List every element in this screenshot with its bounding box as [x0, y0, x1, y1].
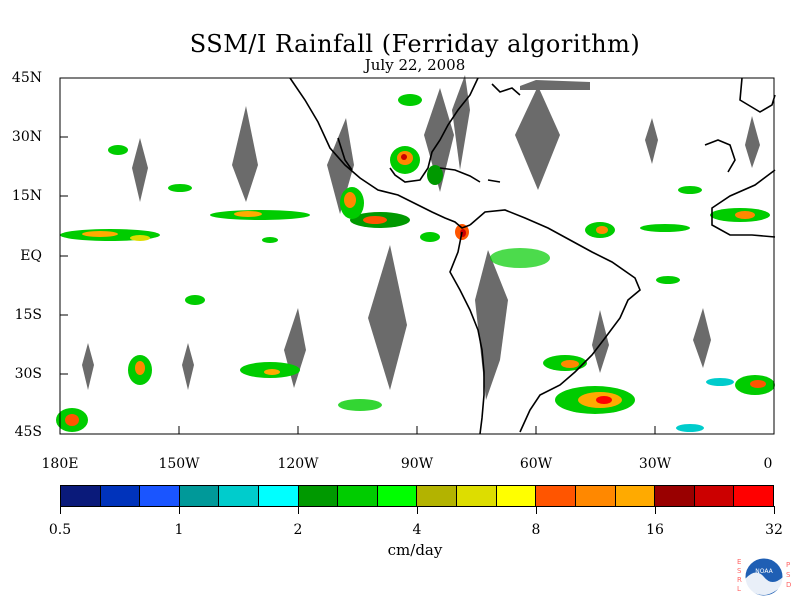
cuba	[439, 167, 481, 183]
colorbar-tick	[417, 506, 418, 514]
colorbar-swatch	[734, 486, 773, 506]
great-lakes	[491, 83, 521, 96]
south-america-coast-west	[449, 231, 485, 435]
lat-label: 15S	[14, 307, 42, 323]
swath	[182, 343, 194, 390]
map-date: July 22, 2008	[364, 56, 466, 74]
colorbar-tick	[774, 506, 775, 514]
swath	[745, 116, 760, 168]
rainfall-map	[56, 75, 776, 435]
axis-ticks	[60, 77, 656, 435]
colorbar-swatch	[338, 486, 378, 506]
svg-text:R: R	[737, 576, 742, 584]
svg-text:L: L	[737, 585, 741, 593]
colorbar	[60, 485, 774, 507]
colorbar-swatch	[457, 486, 497, 506]
colorbar-tick	[60, 506, 61, 514]
swath	[520, 80, 590, 90]
europe-coast	[739, 77, 776, 113]
colorbar-swatch	[655, 486, 695, 506]
swath	[515, 86, 560, 190]
lon-label: 180E	[41, 456, 79, 472]
colorbar-swatch	[61, 486, 101, 506]
swath	[452, 75, 470, 170]
swath	[693, 308, 711, 368]
rain-patches	[56, 94, 775, 432]
swath	[132, 138, 148, 202]
colorbar-swatch	[575, 486, 616, 506]
north-america-coast	[289, 77, 471, 229]
colorbar-swatch	[615, 486, 656, 506]
colorbar-label: 4	[412, 522, 422, 538]
colorbar-label: 1	[174, 522, 184, 538]
coastlines	[289, 77, 776, 435]
colorbar-tick	[536, 506, 537, 514]
swath	[645, 118, 658, 164]
colorbar-label: 8	[531, 522, 541, 538]
lon-label: 90W	[400, 456, 434, 472]
colorbar-swatch	[219, 486, 260, 506]
colorbar-swatch	[694, 486, 735, 506]
north-america-coast-east	[389, 77, 479, 183]
colorbar-label: 32	[765, 522, 783, 538]
lat-label: 30S	[14, 366, 42, 382]
lon-label: 150W	[158, 456, 200, 472]
lat-label: 15N	[11, 188, 42, 204]
svg-text:S: S	[737, 567, 742, 575]
svg-text:D: D	[786, 581, 791, 589]
lat-label: EQ	[20, 248, 42, 264]
colorbar-tick	[298, 506, 299, 514]
colorbar-swatch	[496, 486, 537, 506]
colorbar-label: 0.5	[48, 522, 72, 538]
swath	[475, 250, 508, 400]
swath	[232, 106, 258, 202]
lon-label: 120W	[277, 456, 319, 472]
swath	[327, 118, 354, 214]
colorbar-label: 16	[646, 522, 664, 538]
swath	[424, 88, 454, 192]
svg-text:P: P	[786, 561, 790, 569]
svg-text:E: E	[737, 558, 741, 566]
swath	[592, 310, 609, 373]
svg-text:S: S	[786, 571, 791, 579]
lat-label: 30N	[11, 129, 42, 145]
colorbar-tick	[655, 506, 656, 514]
svg-text:NOAA: NOAA	[755, 568, 773, 575]
lon-label: 30W	[638, 456, 672, 472]
hispaniola	[487, 179, 501, 183]
colorbar-swatch	[536, 486, 576, 506]
africa-coast	[711, 169, 776, 238]
plot-frame	[59, 77, 775, 435]
colorbar-swatch	[140, 486, 180, 506]
colorbar-swatch	[417, 486, 458, 506]
colorbar-swatch	[100, 486, 141, 506]
south-america-coast	[469, 209, 641, 433]
colorbar-tick	[179, 506, 180, 514]
lat-label: 45S	[14, 424, 42, 440]
lon-label: 0	[763, 456, 773, 472]
iberia-coast	[704, 139, 736, 173]
lat-label: 45N	[11, 70, 42, 86]
baja	[337, 137, 353, 171]
lon-label: 60W	[519, 456, 553, 472]
swath	[368, 245, 407, 390]
colorbar-swatch	[377, 486, 418, 506]
colorbar-unit: cm/day	[387, 541, 443, 559]
colorbar-label: 2	[293, 522, 303, 538]
map-title: SSM/I Rainfall (Ferriday algorithm)	[189, 30, 641, 58]
colorbar-swatch	[259, 486, 299, 506]
colorbar-swatch	[298, 486, 339, 506]
colorbar-swatch	[179, 486, 220, 506]
swath	[82, 343, 94, 390]
